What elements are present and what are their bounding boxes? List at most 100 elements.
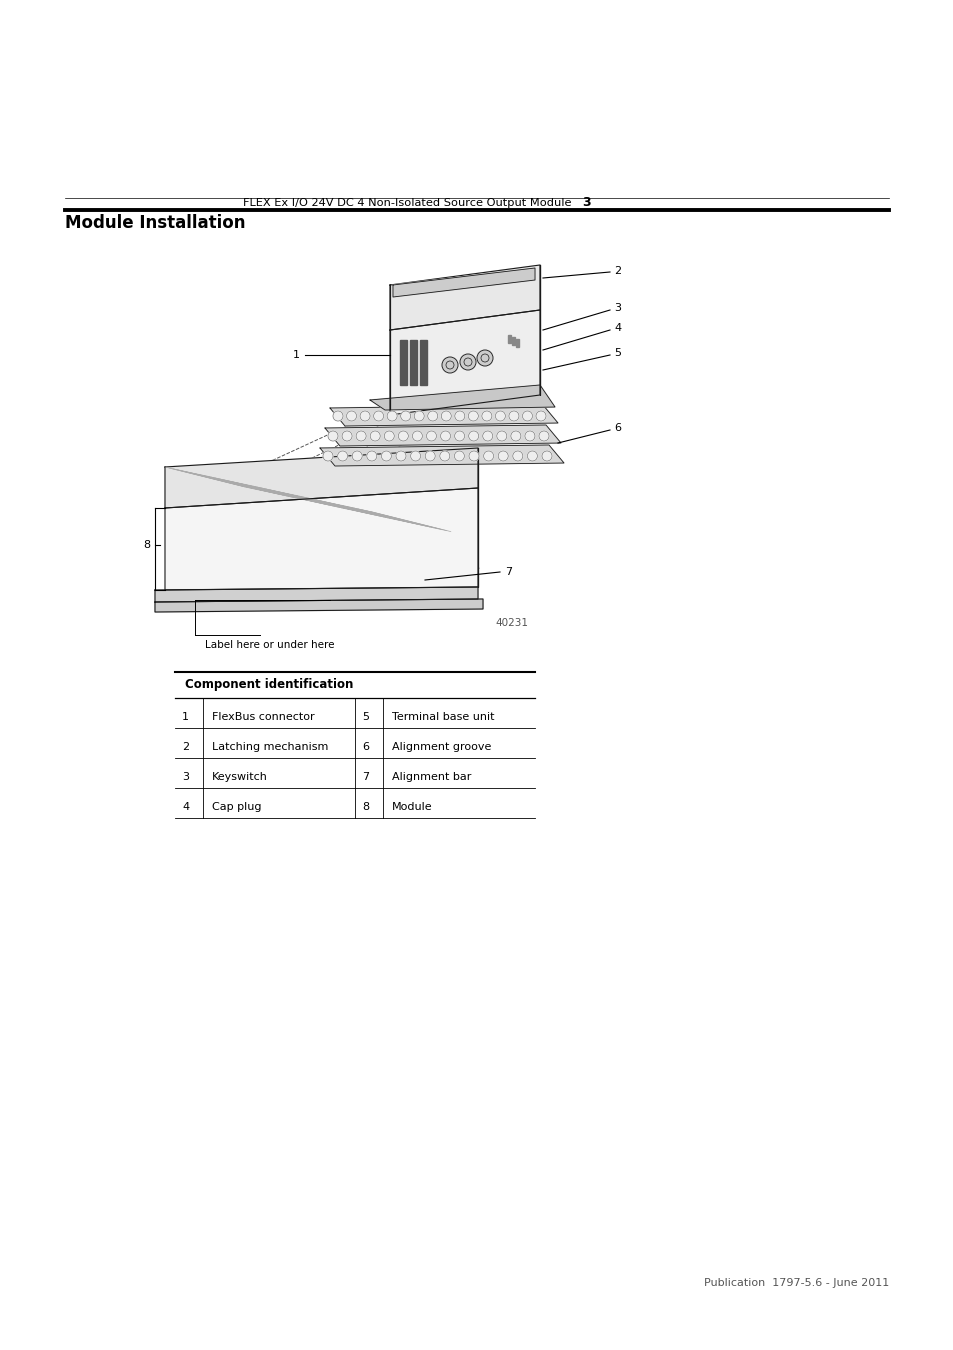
Circle shape: [427, 410, 437, 421]
Circle shape: [468, 431, 478, 441]
Circle shape: [483, 451, 493, 460]
Text: 5: 5: [361, 711, 369, 722]
Text: Module: Module: [392, 802, 432, 811]
Circle shape: [497, 431, 506, 441]
Text: Module Installation: Module Installation: [65, 215, 245, 232]
Circle shape: [352, 451, 362, 460]
Circle shape: [355, 431, 366, 441]
Text: 6: 6: [361, 743, 369, 752]
Circle shape: [381, 451, 391, 460]
Text: Terminal base unit: Terminal base unit: [392, 711, 494, 722]
Text: 8: 8: [143, 540, 150, 549]
Text: 2: 2: [614, 266, 620, 275]
Circle shape: [524, 431, 535, 441]
Circle shape: [455, 410, 464, 421]
Circle shape: [342, 431, 352, 441]
Circle shape: [454, 451, 464, 460]
Circle shape: [497, 451, 508, 460]
Circle shape: [395, 451, 406, 460]
Circle shape: [440, 431, 450, 441]
Text: 4: 4: [614, 323, 620, 333]
Circle shape: [387, 410, 396, 421]
Polygon shape: [390, 310, 539, 414]
Circle shape: [366, 451, 376, 460]
Circle shape: [510, 431, 520, 441]
Text: 7: 7: [504, 567, 512, 576]
Polygon shape: [399, 340, 407, 385]
Text: 3: 3: [182, 772, 189, 782]
Polygon shape: [390, 265, 539, 329]
Text: 4: 4: [182, 802, 189, 811]
Polygon shape: [165, 487, 477, 590]
Circle shape: [426, 431, 436, 441]
Polygon shape: [154, 587, 477, 602]
Polygon shape: [516, 339, 518, 347]
Text: Keyswitch: Keyswitch: [212, 772, 268, 782]
Circle shape: [328, 431, 337, 441]
Text: 3: 3: [614, 302, 620, 313]
Circle shape: [337, 451, 347, 460]
Circle shape: [513, 451, 522, 460]
Text: FLEX Ex I/O 24V DC 4 Non-Isolated Source Output Module: FLEX Ex I/O 24V DC 4 Non-Isolated Source…: [243, 198, 572, 208]
Polygon shape: [165, 448, 477, 508]
Polygon shape: [393, 269, 535, 297]
Circle shape: [384, 431, 394, 441]
Circle shape: [359, 410, 370, 421]
Circle shape: [459, 354, 476, 370]
Circle shape: [527, 451, 537, 460]
Text: 5: 5: [614, 348, 620, 358]
Circle shape: [536, 410, 545, 421]
Circle shape: [410, 451, 420, 460]
Circle shape: [370, 431, 380, 441]
Circle shape: [476, 350, 493, 366]
Text: Alignment bar: Alignment bar: [392, 772, 471, 782]
Text: Component identification: Component identification: [185, 678, 353, 691]
Circle shape: [538, 431, 548, 441]
Text: 6: 6: [614, 423, 620, 433]
Circle shape: [495, 410, 505, 421]
Polygon shape: [419, 340, 427, 385]
Polygon shape: [325, 425, 560, 446]
Circle shape: [441, 356, 457, 373]
Circle shape: [482, 431, 492, 441]
Polygon shape: [370, 385, 555, 410]
Circle shape: [412, 431, 422, 441]
Text: Publication  1797-5.6 - June 2011: Publication 1797-5.6 - June 2011: [703, 1278, 888, 1288]
Circle shape: [469, 451, 478, 460]
Text: FlexBus connector: FlexBus connector: [212, 711, 314, 722]
Polygon shape: [415, 278, 530, 317]
Circle shape: [333, 410, 343, 421]
Polygon shape: [330, 405, 558, 427]
Polygon shape: [154, 599, 482, 612]
Circle shape: [508, 410, 518, 421]
Circle shape: [323, 451, 333, 460]
Circle shape: [346, 410, 356, 421]
Polygon shape: [512, 338, 515, 346]
Text: 3: 3: [581, 197, 590, 209]
Circle shape: [441, 410, 451, 421]
Polygon shape: [507, 335, 511, 343]
Text: 40231: 40231: [495, 618, 527, 628]
Circle shape: [414, 410, 424, 421]
Circle shape: [439, 451, 449, 460]
Circle shape: [398, 431, 408, 441]
Text: 2: 2: [182, 743, 189, 752]
Circle shape: [481, 410, 492, 421]
Text: 8: 8: [361, 802, 369, 811]
Polygon shape: [410, 340, 416, 385]
Text: Latching mechanism: Latching mechanism: [212, 743, 328, 752]
Text: 7: 7: [361, 772, 369, 782]
Circle shape: [522, 410, 532, 421]
Circle shape: [400, 410, 410, 421]
Text: 1: 1: [293, 350, 299, 360]
Circle shape: [455, 431, 464, 441]
Polygon shape: [319, 446, 563, 466]
Text: Label here or under here: Label here or under here: [205, 640, 335, 649]
Circle shape: [541, 451, 552, 460]
Circle shape: [425, 451, 435, 460]
Text: Cap plug: Cap plug: [212, 802, 261, 811]
Text: 1: 1: [182, 711, 189, 722]
Circle shape: [374, 410, 383, 421]
Text: Alignment groove: Alignment groove: [392, 743, 491, 752]
Circle shape: [468, 410, 477, 421]
